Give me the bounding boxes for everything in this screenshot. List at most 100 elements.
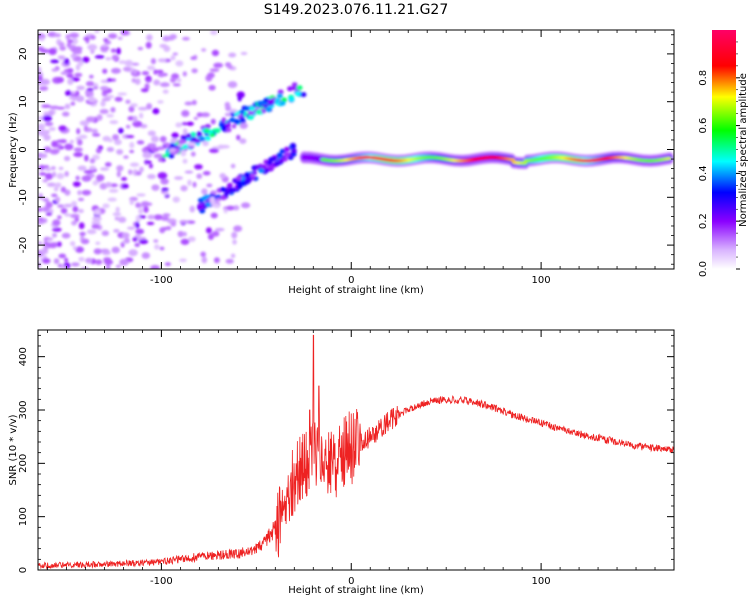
heatmap-cell — [81, 175, 92, 182]
heatmap-cell — [153, 214, 163, 221]
heatmap-cell — [177, 230, 184, 238]
heatmap-cell — [255, 109, 262, 115]
heatmap-cell — [102, 135, 111, 142]
heatmap-cell — [231, 231, 238, 239]
heatmap-cell — [235, 175, 242, 181]
heatmap-cell — [203, 194, 210, 200]
spectrogram-xlabel: Height of straight line (km) — [288, 285, 424, 296]
heatmap-cell — [196, 173, 203, 179]
x-tick-label: -100 — [150, 576, 173, 587]
heatmap-cell — [112, 212, 122, 217]
heatmap-cell — [44, 167, 52, 172]
heatmap-cell — [61, 111, 70, 117]
heatmap-cell — [106, 146, 115, 152]
heatmap-cell — [60, 71, 69, 76]
heatmap-cell — [185, 133, 192, 139]
heatmap-cell — [137, 46, 144, 51]
heatmap-cell — [162, 213, 171, 217]
heatmap-cell — [165, 226, 172, 231]
heatmap-cell — [189, 205, 196, 213]
heatmap-cell — [230, 163, 236, 169]
heatmap-cell — [128, 249, 138, 257]
heatmap-cell — [89, 35, 96, 40]
heatmap-cell — [121, 177, 128, 182]
heatmap-cell — [42, 165, 50, 169]
heatmap-cell — [38, 115, 45, 121]
heatmap-cell — [91, 223, 100, 229]
heatmap-cell — [211, 190, 217, 195]
heatmap-cell — [171, 132, 179, 139]
heatmap-cell — [162, 89, 169, 94]
heatmap-cell — [48, 242, 58, 249]
heatmap-cell — [39, 36, 45, 42]
heatmap-cell — [177, 144, 183, 148]
heatmap-cell — [229, 111, 236, 117]
heatmap-cell — [212, 203, 221, 209]
heatmap-blobs — [38, 30, 674, 269]
heatmap-cell — [204, 136, 211, 142]
heatmap-cell — [132, 237, 138, 242]
heatmap-cell — [103, 38, 109, 42]
heatmap-cell — [219, 173, 226, 179]
heatmap-cell — [194, 164, 203, 170]
heatmap-cell — [139, 166, 144, 173]
heatmap-cell — [42, 258, 51, 264]
heatmap-cell — [57, 215, 62, 220]
y-tick-label: -10 — [18, 189, 29, 205]
heatmap-cell — [172, 52, 179, 56]
heatmap-cell — [56, 139, 64, 143]
heatmap-cell — [123, 155, 129, 159]
heatmap-cell — [268, 164, 275, 170]
heatmap-cell — [51, 68, 58, 72]
heatmap-cell — [71, 220, 77, 226]
heatmap-cell — [267, 98, 274, 104]
heatmap-cell — [153, 153, 163, 159]
heatmap-cell — [132, 115, 138, 123]
heatmap-cell — [284, 151, 291, 157]
heatmap-cell — [150, 264, 160, 269]
heatmap-cell — [71, 200, 78, 207]
heatmap-cell — [153, 69, 158, 75]
heatmap-cell — [510, 158, 516, 162]
heatmap-cell — [141, 70, 150, 76]
heatmap-cell — [64, 257, 69, 263]
heatmap-cell — [154, 244, 160, 250]
heatmap-cell — [233, 225, 243, 232]
heatmap-cell — [202, 140, 209, 147]
heatmap-cell — [233, 119, 240, 125]
heatmap-cell — [84, 89, 94, 96]
heatmap-cell — [51, 193, 58, 198]
heatmap-cell — [99, 167, 110, 171]
heatmap-cell — [76, 128, 81, 135]
heatmap-cell — [220, 125, 227, 131]
heatmap-cell — [77, 190, 82, 196]
heatmap-cell — [239, 122, 248, 129]
heatmap-cell — [52, 219, 61, 227]
heatmap-cell — [63, 58, 70, 65]
heatmap-cell — [38, 220, 45, 225]
heatmap-cell — [116, 165, 124, 172]
heatmap-cell — [230, 253, 236, 258]
heatmap-cell — [78, 208, 84, 214]
heatmap-cell — [191, 68, 198, 74]
heatmap-cell — [121, 232, 130, 239]
heatmap-cell — [75, 246, 85, 253]
heatmap-cell — [277, 89, 284, 95]
heatmap-cell — [182, 231, 187, 237]
y-tick-label: 10 — [18, 95, 29, 108]
heatmap-cell — [150, 146, 160, 153]
heatmap-cell — [92, 216, 102, 221]
heatmap-cell — [266, 160, 273, 166]
heatmap-cell — [162, 35, 171, 42]
heatmap-cell — [46, 239, 52, 243]
heatmap-cell — [182, 128, 188, 135]
heatmap-cell — [187, 179, 192, 186]
heatmap-cell — [237, 114, 243, 118]
heatmap-cell — [135, 215, 141, 223]
heatmap-cell — [169, 77, 177, 83]
heatmap-cell — [190, 151, 196, 157]
heatmap-cell — [64, 103, 71, 110]
heatmap-cell — [52, 227, 62, 232]
heatmap-cell — [113, 228, 120, 233]
